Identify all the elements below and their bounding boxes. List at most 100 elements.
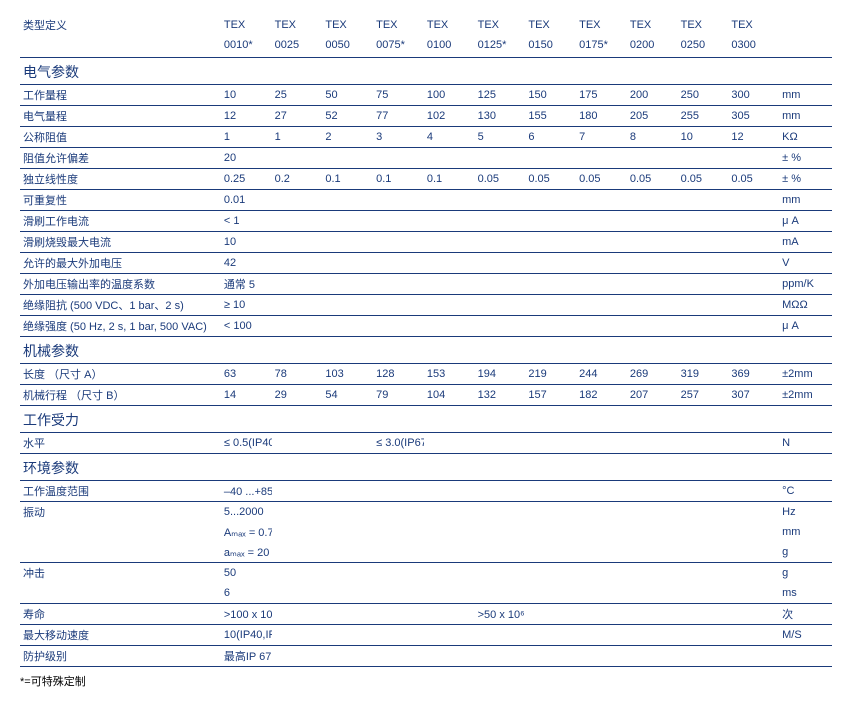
temp-range-val [576, 481, 627, 502]
life-unit: 次 [779, 604, 832, 625]
repeat-val [576, 190, 627, 211]
tolerance-label: 阻值允许偏差 [20, 148, 221, 169]
shock2-val [373, 583, 424, 604]
insul-s-label: 绝缘强度 (50 Hz, 2 s, 1 bar, 500 VAC) [20, 316, 221, 337]
header-prefix: TEX [525, 15, 576, 35]
repeat-val [272, 190, 323, 211]
vib3-label [20, 542, 221, 563]
speed-val [678, 625, 729, 646]
wiper-i-val [627, 211, 678, 232]
shock1-val [728, 563, 779, 584]
stroke-b-val: 29 [272, 385, 323, 406]
temp-range-val [272, 481, 323, 502]
temp-range-val [373, 481, 424, 502]
horiz-val [728, 433, 779, 454]
speed-val [475, 625, 526, 646]
insul-r-val [272, 295, 323, 316]
temp-coef-val [475, 274, 526, 295]
elec-range-val: 130 [475, 106, 526, 127]
temp-range-val [627, 481, 678, 502]
resistance-val: 4 [424, 127, 475, 148]
length-a-unit: ±2mm [779, 364, 832, 385]
temp-coef-val [728, 274, 779, 295]
max-v-val [728, 253, 779, 274]
vib3-val [627, 542, 678, 563]
insul-s-val [627, 316, 678, 337]
stroke-val: 300 [728, 85, 779, 106]
vib2-val [576, 522, 627, 542]
type-label: 类型定义 [20, 15, 221, 35]
insul-s-val [475, 316, 526, 337]
protection-unit [779, 646, 832, 667]
vib3-val [576, 542, 627, 563]
section-environment: 环境参数 [20, 454, 832, 481]
temp-coef-val [576, 274, 627, 295]
horiz-label: 水平 [20, 433, 221, 454]
life-val: >50 x 10⁶（IP67) [475, 604, 526, 625]
vib3-val [678, 542, 729, 563]
stroke-label: 工作量程 [20, 85, 221, 106]
wiper-max-val [525, 232, 576, 253]
repeat-val [728, 190, 779, 211]
shock2-val [728, 583, 779, 604]
max-v-unit: V [779, 253, 832, 274]
repeat-val: 0.01 [221, 190, 272, 211]
header-code: 0100 [424, 35, 475, 58]
resistance-val: 10 [678, 127, 729, 148]
vib1-val [525, 502, 576, 523]
shock1-val: 50 [221, 563, 272, 584]
insul-s-val [373, 316, 424, 337]
shock2-val [576, 583, 627, 604]
vib1-val [322, 502, 373, 523]
shock1-val [272, 563, 323, 584]
speed-val: 10(IP40,IP54),5(IP67) [221, 625, 272, 646]
stroke-val: 10 [221, 85, 272, 106]
stroke-b-val: 79 [373, 385, 424, 406]
wiper-i-val [322, 211, 373, 232]
linearity-val: 0.05 [475, 169, 526, 190]
repeat-val [627, 190, 678, 211]
temp-coef-unit: ppm/K [779, 274, 832, 295]
header-prefix: TEX [475, 15, 526, 35]
elec-range-label: 电气量程 [20, 106, 221, 127]
vib1-val [475, 502, 526, 523]
shock2-val [525, 583, 576, 604]
max-v-val [627, 253, 678, 274]
resistance-val: 3 [373, 127, 424, 148]
temp-coef-val [272, 274, 323, 295]
stroke-val: 25 [272, 85, 323, 106]
vib2-val [678, 522, 729, 542]
header-prefix: TEX [322, 15, 373, 35]
header-prefix: TEX [373, 15, 424, 35]
stroke-b-val: 132 [475, 385, 526, 406]
wiper-i-val [373, 211, 424, 232]
vib1-val: 5...2000 [221, 502, 272, 523]
elec-range-val: 305 [728, 106, 779, 127]
header-code: 0050 [322, 35, 373, 58]
stroke-val: 125 [475, 85, 526, 106]
wiper-max-val: 10 [221, 232, 272, 253]
header-code: 0125* [475, 35, 526, 58]
stroke-val: 150 [525, 85, 576, 106]
vib1-val [576, 502, 627, 523]
temp-coef-val [678, 274, 729, 295]
speed-val [728, 625, 779, 646]
vib2-label [20, 522, 221, 542]
tolerance-val [424, 148, 475, 169]
insul-r-val [322, 295, 373, 316]
tolerance-val: 20 [221, 148, 272, 169]
speed-val [424, 625, 475, 646]
life-val [576, 604, 627, 625]
header-code: 0300 [728, 35, 779, 58]
header-prefix: TEX [678, 15, 729, 35]
shock2-val [272, 583, 323, 604]
insul-s-unit: μ A [779, 316, 832, 337]
spec-table: 类型定义TEXTEXTEXTEXTEXTEXTEXTEXTEXTEXTEX001… [20, 15, 832, 667]
life-val [373, 604, 424, 625]
shock2-val [322, 583, 373, 604]
speed-label: 最大移动速度 [20, 625, 221, 646]
vib2-val [373, 522, 424, 542]
shock1-val [373, 563, 424, 584]
wiper-i-unit: μ A [779, 211, 832, 232]
vib3-val: aₘₐₓ = 20 [221, 542, 272, 563]
